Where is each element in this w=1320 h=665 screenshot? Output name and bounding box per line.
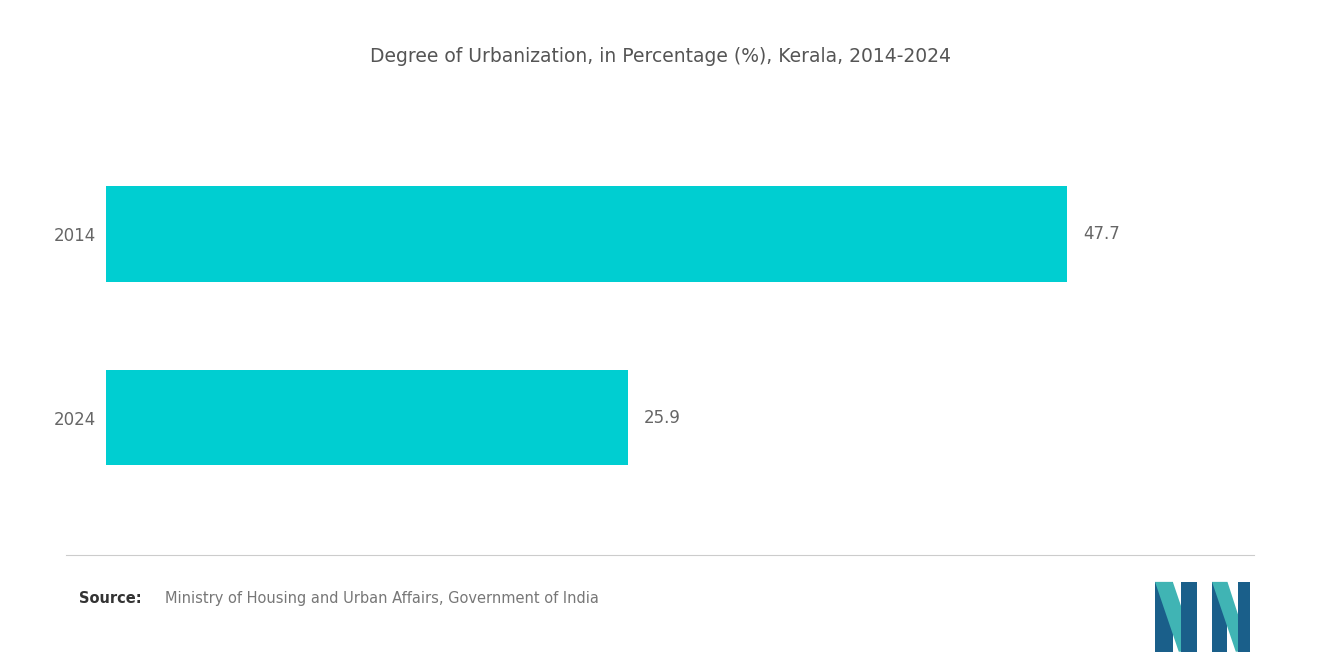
Text: 25.9: 25.9 — [644, 409, 681, 427]
Polygon shape — [1238, 582, 1250, 652]
Polygon shape — [1155, 582, 1172, 652]
Text: Ministry of Housing and Urban Affairs, Government of India: Ministry of Housing and Urban Affairs, G… — [165, 591, 599, 606]
Polygon shape — [1212, 582, 1228, 652]
Polygon shape — [1181, 582, 1196, 652]
Polygon shape — [1155, 582, 1196, 652]
Bar — [106, 370, 628, 465]
Text: 47.7: 47.7 — [1084, 225, 1121, 243]
Polygon shape — [1212, 582, 1250, 652]
Text: Source:: Source: — [79, 591, 141, 606]
Bar — [106, 186, 1068, 282]
Text: Degree of Urbanization, in Percentage (%), Kerala, 2014-2024: Degree of Urbanization, in Percentage (%… — [370, 47, 950, 66]
